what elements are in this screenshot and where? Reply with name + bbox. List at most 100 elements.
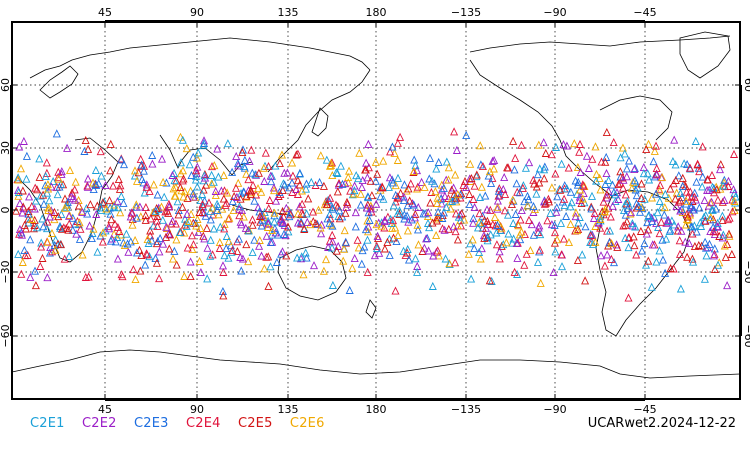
observation-marker xyxy=(442,175,451,184)
observation-marker xyxy=(83,174,93,183)
observation-marker xyxy=(166,230,175,239)
observation-marker xyxy=(687,203,696,212)
legend-item-c2e6: C2E6 xyxy=(289,416,325,431)
observation-marker xyxy=(57,169,66,178)
observation-marker xyxy=(218,204,227,213)
observation-marker xyxy=(373,231,382,240)
observation-marker xyxy=(253,184,263,193)
observation-marker xyxy=(164,229,173,238)
observation-marker xyxy=(497,223,506,232)
observation-marker xyxy=(469,194,478,203)
right-lat-tick-label: −60 xyxy=(742,324,750,347)
observation-marker xyxy=(466,239,475,248)
observation-marker xyxy=(566,219,575,228)
observation-marker xyxy=(556,185,565,194)
observation-marker xyxy=(160,192,169,201)
observation-marker xyxy=(624,232,634,241)
observation-marker xyxy=(322,155,331,164)
observation-marker xyxy=(317,229,326,238)
observation-marker xyxy=(660,210,669,219)
observation-marker xyxy=(100,197,109,206)
top-lon-tick-label: −90 xyxy=(543,6,566,19)
observation-marker xyxy=(344,166,354,175)
observation-marker xyxy=(409,166,419,176)
observation-marker xyxy=(400,214,409,223)
observation-marker xyxy=(26,272,35,281)
observation-marker xyxy=(264,281,273,290)
observation-marker xyxy=(434,157,443,166)
observation-marker xyxy=(425,174,434,183)
observation-marker xyxy=(681,237,690,246)
observation-marker xyxy=(587,191,597,200)
observation-marker xyxy=(264,252,273,261)
observation-marker xyxy=(295,180,304,189)
observation-marker xyxy=(587,202,596,211)
observation-marker xyxy=(630,164,639,174)
observation-marker xyxy=(356,200,365,209)
observation-marker xyxy=(698,172,707,181)
observation-marker xyxy=(408,199,417,208)
observation-marker xyxy=(113,203,123,212)
observation-marker xyxy=(372,241,381,250)
observation-marker xyxy=(451,170,460,179)
observation-marker xyxy=(422,234,431,243)
observation-marker xyxy=(207,162,217,171)
observation-marker xyxy=(432,164,441,173)
observation-marker xyxy=(76,224,85,233)
observation-marker xyxy=(520,229,529,239)
observation-marker xyxy=(575,139,585,148)
observation-marker xyxy=(45,212,54,221)
observation-marker xyxy=(43,237,52,246)
observation-marker xyxy=(254,168,263,177)
observation-marker xyxy=(372,243,382,252)
observation-marker xyxy=(203,243,212,252)
observation-marker xyxy=(165,244,174,253)
observation-marker xyxy=(647,213,656,222)
observation-marker xyxy=(385,250,394,259)
observation-marker xyxy=(703,175,712,184)
observation-marker xyxy=(501,189,510,199)
observation-marker xyxy=(39,222,48,231)
observation-marker xyxy=(260,176,269,185)
observation-marker xyxy=(85,221,94,230)
observation-marker xyxy=(206,235,215,244)
observation-marker xyxy=(87,233,96,243)
observation-marker xyxy=(324,242,333,251)
observation-marker xyxy=(119,198,128,207)
observation-marker xyxy=(30,215,39,224)
observation-marker xyxy=(557,250,566,259)
observation-marker xyxy=(658,172,667,182)
observation-marker xyxy=(469,218,478,227)
observation-marker xyxy=(356,189,365,198)
observation-marker xyxy=(536,230,545,239)
observation-marker xyxy=(203,274,212,283)
observation-marker xyxy=(584,163,593,172)
observation-marker xyxy=(467,274,476,283)
observation-marker xyxy=(651,189,661,198)
observation-marker xyxy=(424,208,433,217)
observation-marker xyxy=(540,162,549,171)
observation-marker xyxy=(292,184,301,193)
observation-marker xyxy=(676,284,685,293)
observation-marker xyxy=(248,220,257,229)
observation-marker xyxy=(676,196,685,205)
observation-marker xyxy=(240,155,249,164)
observation-marker xyxy=(689,205,699,214)
observation-marker xyxy=(244,175,253,184)
observation-marker xyxy=(518,183,527,192)
observation-marker xyxy=(187,170,196,180)
observation-marker xyxy=(453,190,462,199)
observation-marker xyxy=(715,165,725,174)
observation-marker xyxy=(218,261,228,270)
observation-marker xyxy=(485,167,494,176)
observation-marker xyxy=(470,181,479,190)
observation-marker xyxy=(693,159,702,168)
observation-marker xyxy=(288,158,297,167)
observation-marker xyxy=(411,161,420,170)
observation-marker xyxy=(355,148,364,157)
observation-marker xyxy=(517,140,526,149)
observation-marker xyxy=(223,188,232,197)
observation-marker xyxy=(316,223,325,232)
observation-marker xyxy=(488,156,497,165)
observation-marker xyxy=(649,157,658,166)
